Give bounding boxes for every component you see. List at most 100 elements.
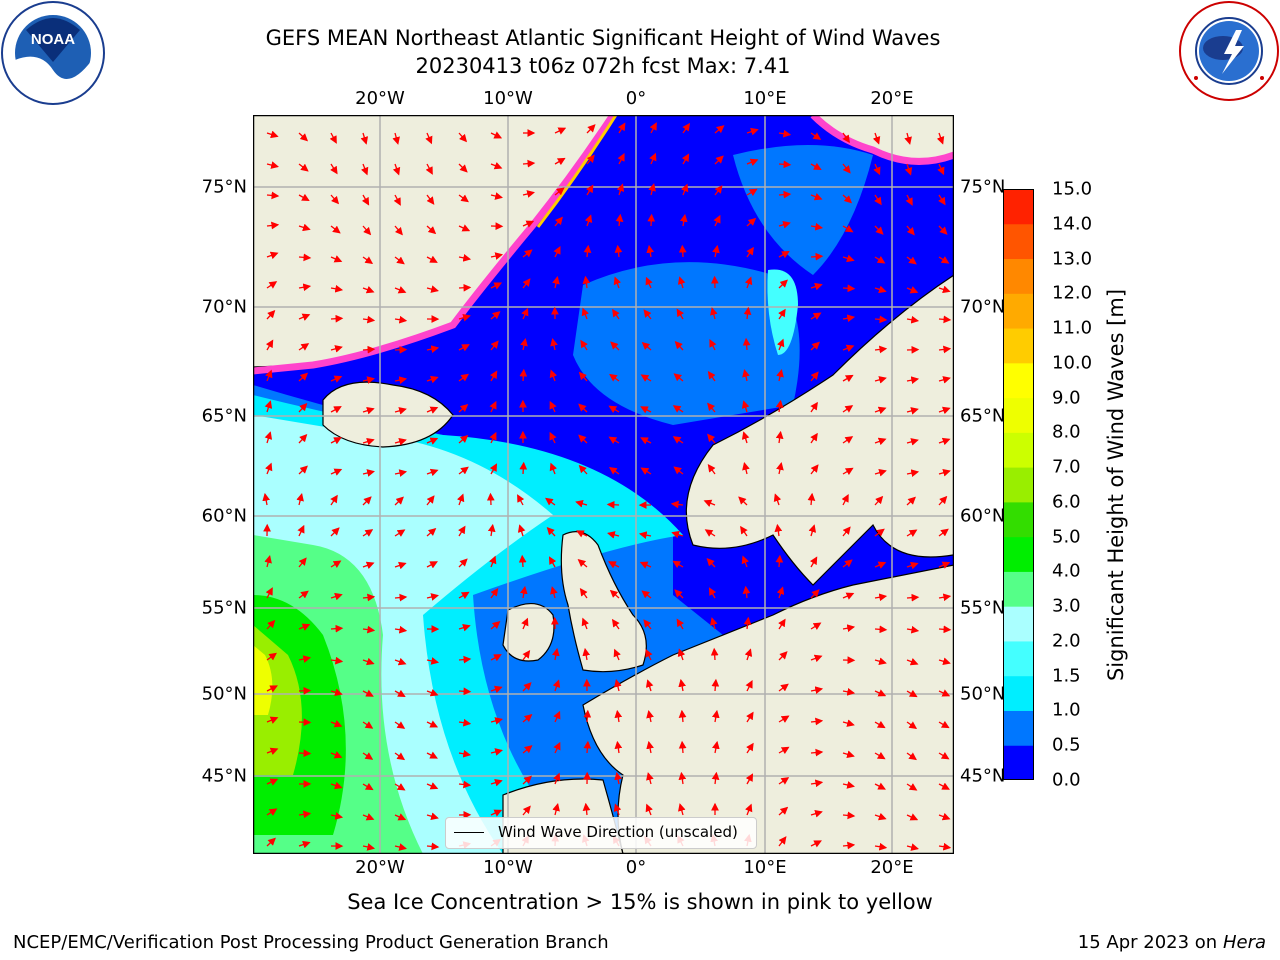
wind-wave-arrow — [522, 745, 533, 754]
wind-wave-arrow — [553, 710, 561, 723]
wind-wave-arrow — [645, 679, 654, 692]
wind-wave-arrow — [707, 370, 716, 382]
wind-wave-arrow — [874, 625, 888, 634]
wind-wave-arrow — [938, 437, 951, 446]
wind-wave-arrow — [778, 651, 788, 661]
lat-label-left: 50°N — [201, 683, 247, 705]
colorbar-segment — [1003, 189, 1034, 225]
wind-wave-arrow — [330, 194, 340, 205]
wind-wave-arrow — [426, 225, 437, 235]
wind-wave-arrow — [330, 624, 344, 633]
wind-wave-arrow — [490, 311, 501, 320]
wind-wave-arrow — [778, 308, 786, 320]
wind-wave-arrow — [330, 345, 343, 353]
wind-wave-arrow — [674, 340, 684, 351]
wind-wave-arrow — [458, 283, 472, 292]
wind-wave-arrow — [712, 244, 720, 258]
wind-wave-arrow — [330, 781, 343, 790]
wind-wave-arrow — [577, 559, 588, 568]
wind-wave-arrow — [842, 559, 853, 568]
wind-wave-arrow — [426, 437, 439, 445]
colorbar-tick-label: 0.0 — [1052, 769, 1081, 791]
colorbar-segment — [1003, 640, 1034, 677]
wind-wave-arrow — [874, 468, 887, 477]
wind-wave-arrow — [938, 315, 952, 324]
wind-wave-arrow — [778, 746, 790, 755]
wind-wave-arrow — [706, 558, 716, 568]
wind-wave-arrow — [265, 462, 273, 475]
wind-wave-arrow — [426, 720, 439, 728]
wind-wave-arrow — [674, 589, 684, 599]
sea-ice-edge — [810, 115, 954, 165]
wind-wave-arrow — [392, 163, 401, 176]
wind-wave-arrow — [714, 125, 725, 134]
wind-wave-arrow — [458, 373, 469, 382]
colorbar-tick-label: 12.0 — [1052, 282, 1093, 304]
wind-wave-arrow — [490, 748, 503, 756]
wind-wave-arrow — [842, 781, 855, 789]
wind-wave-arrow — [842, 750, 855, 759]
wind-wave-arrow — [394, 657, 407, 666]
wind-wave-arrow — [874, 225, 884, 235]
wind-wave-arrow — [576, 530, 588, 538]
wind-wave-arrow — [552, 679, 561, 692]
wind-wave-arrow — [776, 586, 785, 599]
wind-wave-arrow — [426, 782, 439, 790]
wind-wave-arrow — [647, 213, 656, 227]
lon-label-top: 10°W — [483, 88, 533, 109]
wind-wave-arrow — [703, 499, 716, 507]
wind-wave-arrow — [744, 648, 753, 661]
wind-wave-arrow — [266, 685, 278, 693]
wind-wave-arrow — [874, 561, 887, 569]
wind-wave-arrow — [746, 188, 758, 197]
wind-wave-arrow — [810, 132, 822, 140]
sea-ice-edge — [536, 115, 618, 228]
wind-wave-arrow — [554, 187, 565, 196]
wind-wave-arrow — [330, 527, 340, 537]
wind-wave-arrow — [639, 561, 652, 569]
colorbar-tick-label: 6.0 — [1052, 491, 1081, 513]
wind-wave-arrow — [842, 344, 855, 353]
wind-wave-arrow — [489, 400, 497, 413]
sea-ice-note: Sea Ice Concentration > 15% is shown in … — [347, 890, 933, 914]
wind-wave-arrow — [330, 751, 343, 759]
wind-wave-arrow — [550, 338, 558, 351]
wind-wave-arrow — [553, 741, 561, 754]
wind-wave-arrow — [426, 255, 438, 263]
wind-wave-arrow — [458, 132, 468, 143]
wind-wave-arrow — [778, 777, 790, 785]
wind-wave-arrow — [426, 751, 438, 759]
wind-wave-arrow — [643, 309, 652, 320]
lat-label-right: 50°N — [960, 683, 1006, 705]
wind-wave-arrow — [616, 183, 625, 196]
wind-wave-arrow — [608, 561, 620, 569]
wind-wave-arrow — [362, 406, 375, 415]
wind-wave-arrow — [581, 617, 589, 630]
wind-wave-arrow — [266, 221, 280, 230]
wind-wave-arrow — [425, 132, 433, 145]
wind-wave-arrow — [707, 402, 716, 413]
wind-wave-arrow — [679, 213, 688, 227]
wind-wave-arrow — [458, 749, 472, 758]
wind-wave-arrows — [262, 122, 952, 851]
wind-wave-arrow — [681, 153, 690, 165]
colorbar-segment — [1003, 258, 1034, 294]
wind-wave-arrow — [545, 497, 556, 506]
colorbar-tick-label: 15.0 — [1052, 178, 1093, 200]
wind-wave-arrow — [906, 783, 918, 791]
wind-wave-arrow — [330, 592, 343, 601]
wind-wave-arrow — [426, 561, 438, 569]
wind-wave-arrow — [522, 278, 531, 289]
wind-wave-arrow — [519, 461, 528, 475]
wind-wave-arrow — [936, 132, 945, 145]
wind-wave-arrow — [519, 585, 528, 599]
colorbar-segment — [1003, 571, 1034, 607]
wind-wave-arrow — [641, 341, 652, 351]
wind-wave-arrow — [330, 406, 342, 414]
wind-wave-arrow — [392, 132, 400, 145]
wind-wave-arrow — [617, 122, 626, 134]
wind-wave-arrow — [682, 122, 691, 134]
wind-wave-arrow — [583, 244, 592, 258]
wind-wave-arrow — [640, 437, 652, 445]
wind-wave-arrow — [360, 163, 369, 176]
